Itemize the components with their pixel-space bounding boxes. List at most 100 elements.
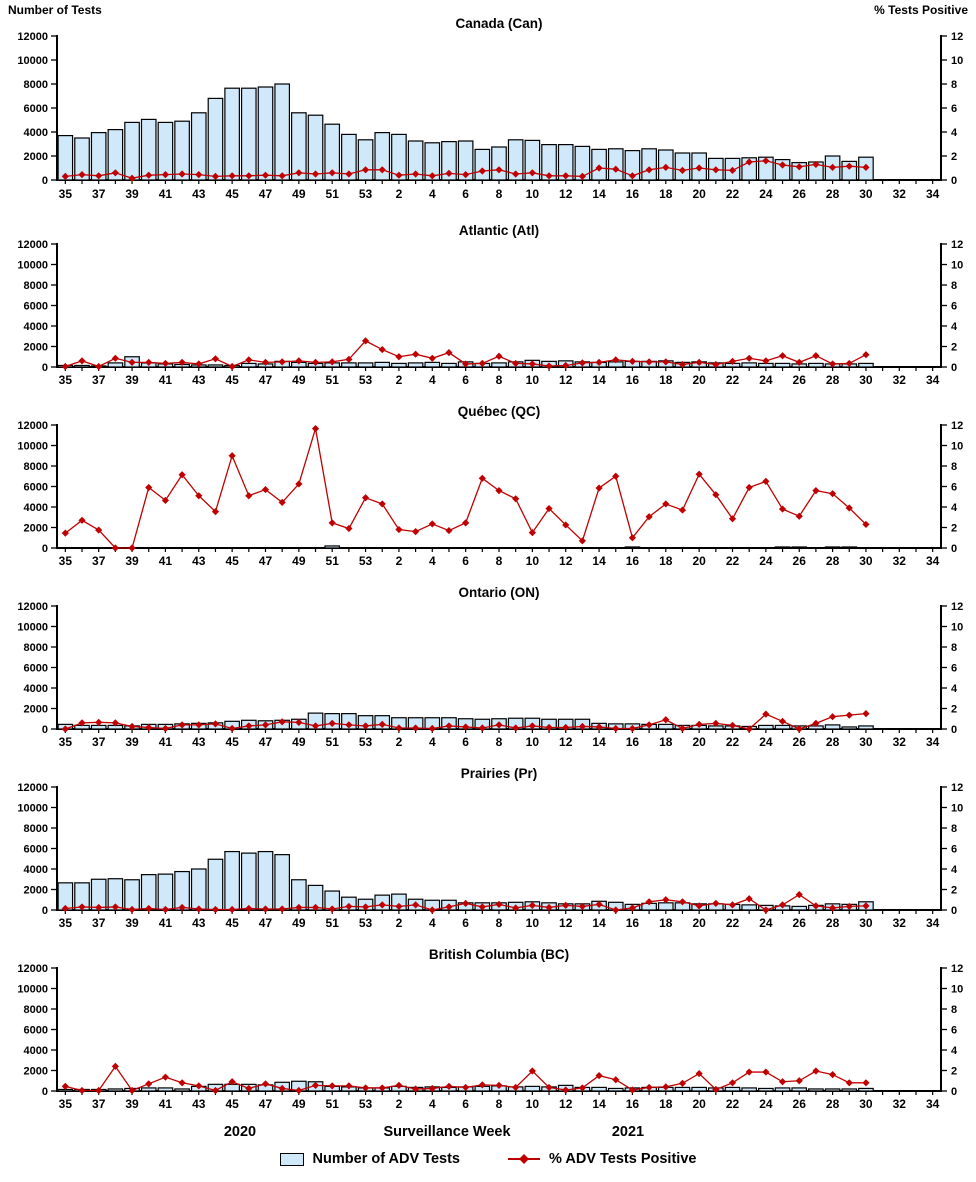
svg-text:0: 0 bbox=[42, 362, 48, 374]
svg-text:37: 37 bbox=[92, 916, 106, 930]
svg-text:14: 14 bbox=[592, 916, 606, 930]
svg-text:8000: 8000 bbox=[24, 461, 48, 473]
svg-text:14: 14 bbox=[592, 1097, 606, 1111]
svg-text:10: 10 bbox=[526, 735, 540, 749]
svg-text:10: 10 bbox=[951, 55, 963, 67]
svg-text:0: 0 bbox=[951, 724, 957, 736]
svg-text:0: 0 bbox=[42, 175, 48, 187]
svg-text:39: 39 bbox=[125, 735, 139, 749]
svg-text:45: 45 bbox=[225, 916, 239, 930]
svg-text:14: 14 bbox=[592, 735, 606, 749]
svg-text:4: 4 bbox=[951, 502, 958, 514]
svg-text:30: 30 bbox=[859, 735, 873, 749]
svg-text:12: 12 bbox=[559, 1097, 573, 1111]
svg-text:53: 53 bbox=[359, 916, 373, 930]
svg-text:24: 24 bbox=[759, 187, 773, 201]
svg-text:45: 45 bbox=[225, 187, 239, 201]
svg-text:18: 18 bbox=[659, 735, 673, 749]
pct-positive-markers bbox=[61, 424, 870, 552]
svg-text:8: 8 bbox=[496, 735, 503, 749]
svg-text:10000: 10000 bbox=[17, 622, 48, 634]
svg-text:26: 26 bbox=[793, 373, 807, 387]
svg-text:2: 2 bbox=[951, 523, 957, 535]
svg-text:12000: 12000 bbox=[17, 963, 48, 975]
svg-text:12000: 12000 bbox=[17, 420, 48, 432]
svg-text:34: 34 bbox=[926, 554, 940, 568]
svg-text:10000: 10000 bbox=[17, 441, 48, 453]
svg-text:30: 30 bbox=[859, 373, 873, 387]
svg-text:4: 4 bbox=[429, 554, 436, 568]
svg-text:4000: 4000 bbox=[24, 127, 48, 139]
svg-text:4: 4 bbox=[951, 683, 958, 695]
svg-text:39: 39 bbox=[125, 916, 139, 930]
svg-text:4000: 4000 bbox=[24, 321, 48, 333]
svg-text:2000: 2000 bbox=[24, 885, 48, 897]
chart-panels: Number of Tests % Tests Positive Canada (C… bbox=[8, 3, 968, 1111]
svg-text:14: 14 bbox=[592, 373, 606, 387]
svg-text:12000: 12000 bbox=[17, 31, 48, 43]
svg-text:2000: 2000 bbox=[24, 342, 48, 354]
svg-text:8: 8 bbox=[951, 280, 957, 292]
svg-text:28: 28 bbox=[826, 1097, 840, 1111]
panel-ontario: Ontario (ON) 0 2000 4000 6000 8000 10000 12000 0… bbox=[17, 585, 963, 749]
svg-text:4000: 4000 bbox=[24, 864, 48, 876]
svg-text:12: 12 bbox=[559, 373, 573, 387]
svg-text:41: 41 bbox=[159, 554, 173, 568]
svg-text:12: 12 bbox=[951, 31, 963, 43]
xaxis-title: Surveillance Week bbox=[383, 1124, 511, 1140]
svg-text:49: 49 bbox=[292, 187, 306, 201]
panel-title: Canada (Can) bbox=[455, 16, 542, 31]
svg-text:16: 16 bbox=[626, 916, 640, 930]
svg-text:26: 26 bbox=[793, 187, 807, 201]
svg-text:2: 2 bbox=[951, 151, 957, 163]
svg-text:0: 0 bbox=[951, 905, 957, 917]
svg-text:2: 2 bbox=[396, 187, 403, 201]
svg-text:4: 4 bbox=[429, 735, 436, 749]
svg-text:16: 16 bbox=[626, 373, 640, 387]
svg-text:22: 22 bbox=[726, 1097, 740, 1111]
svg-text:6: 6 bbox=[462, 735, 469, 749]
svg-text:12: 12 bbox=[559, 187, 573, 201]
svg-text:43: 43 bbox=[192, 554, 206, 568]
svg-text:14: 14 bbox=[592, 187, 606, 201]
svg-text:12: 12 bbox=[951, 239, 963, 251]
svg-text:2: 2 bbox=[396, 1097, 403, 1111]
svg-text:8000: 8000 bbox=[24, 79, 48, 91]
svg-text:49: 49 bbox=[292, 916, 306, 930]
svg-text:4: 4 bbox=[429, 1097, 436, 1111]
chart-footer: 2020 Surveillance Week 2021 Number of AD… bbox=[0, 1122, 976, 1182]
svg-text:22: 22 bbox=[726, 554, 740, 568]
svg-text:6: 6 bbox=[462, 187, 469, 201]
svg-text:45: 45 bbox=[225, 1097, 239, 1111]
svg-text:39: 39 bbox=[125, 373, 139, 387]
svg-text:28: 28 bbox=[826, 187, 840, 201]
svg-text:28: 28 bbox=[826, 554, 840, 568]
svg-text:14: 14 bbox=[592, 554, 606, 568]
svg-text:53: 53 bbox=[359, 187, 373, 201]
svg-text:6000: 6000 bbox=[24, 301, 48, 313]
svg-text:4: 4 bbox=[951, 1045, 958, 1057]
svg-text:8: 8 bbox=[951, 642, 957, 654]
svg-text:28: 28 bbox=[826, 373, 840, 387]
svg-text:6: 6 bbox=[951, 103, 957, 115]
svg-text:37: 37 bbox=[92, 1097, 106, 1111]
svg-text:12000: 12000 bbox=[17, 782, 48, 794]
svg-text:35: 35 bbox=[59, 554, 73, 568]
svg-text:30: 30 bbox=[859, 187, 873, 201]
pct-positive-line bbox=[64, 428, 867, 549]
svg-text:35: 35 bbox=[59, 187, 73, 201]
svg-text:35: 35 bbox=[59, 373, 73, 387]
svg-text:43: 43 bbox=[192, 916, 206, 930]
svg-text:8000: 8000 bbox=[24, 642, 48, 654]
svg-text:20: 20 bbox=[692, 916, 706, 930]
svg-text:10000: 10000 bbox=[17, 260, 48, 272]
svg-text:51: 51 bbox=[326, 1097, 340, 1111]
svg-text:49: 49 bbox=[292, 554, 306, 568]
svg-text:18: 18 bbox=[659, 554, 673, 568]
svg-text:53: 53 bbox=[359, 735, 373, 749]
svg-text:35: 35 bbox=[59, 1097, 73, 1111]
svg-text:16: 16 bbox=[626, 554, 640, 568]
year-2021-label: 2021 bbox=[611, 1124, 645, 1140]
svg-text:6: 6 bbox=[951, 482, 957, 494]
svg-text:34: 34 bbox=[926, 916, 940, 930]
